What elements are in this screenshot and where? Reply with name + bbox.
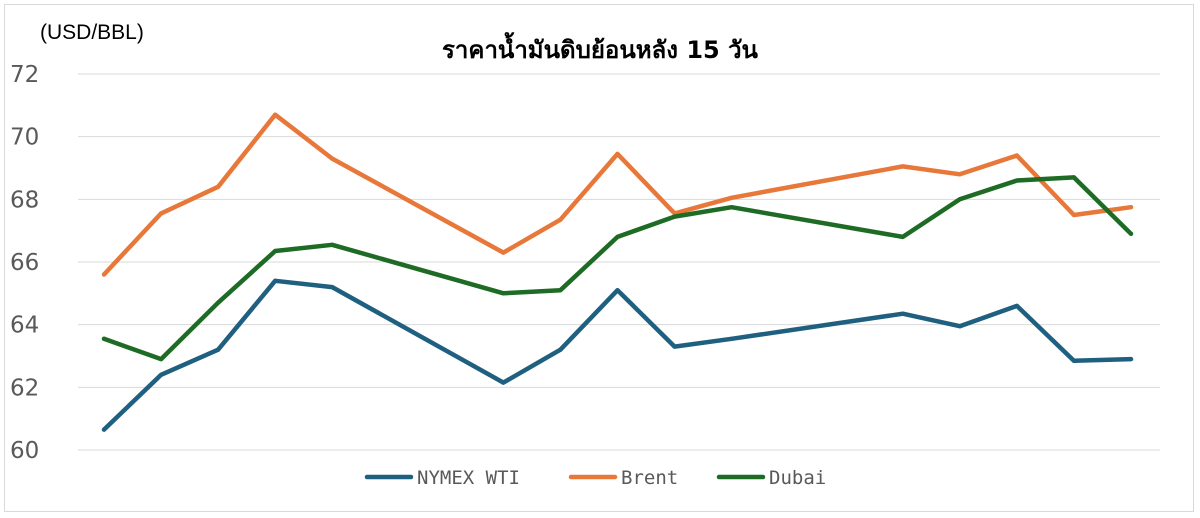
data-point [102,336,106,341]
y-tick-label: 62 [10,375,39,401]
data-point [102,427,106,432]
data-point [330,156,335,161]
legend-label: Brent [621,467,678,489]
data-point [558,217,563,222]
data-point [1071,213,1076,217]
y-tick-label: 60 [10,438,39,464]
data-point [216,300,221,305]
y-tick-label: 72 [10,62,39,88]
legend: NYMEX WTI Brent Dubai [364,467,826,489]
data-point [501,250,506,255]
data-point [1014,303,1019,308]
data-point [672,344,677,349]
data-point [216,184,221,189]
series-lines [101,112,1134,432]
data-point [1014,153,1019,158]
data-point [1129,231,1133,236]
data-point [900,234,905,239]
data-point [273,249,278,253]
data-point [615,288,620,293]
y-tick-label: 70 [10,125,39,151]
data-point [102,272,106,277]
y-axis-unit-label: (USD/BBL) [40,21,144,44]
data-point [729,336,734,341]
legend-label: NYMEX WTI [417,467,520,489]
data-point [159,372,164,377]
data-point [957,324,962,329]
data-point [1014,178,1019,183]
data-point [1071,358,1076,363]
data-point [900,311,905,316]
data-point [501,380,506,385]
data-point [900,164,905,169]
data-point [330,285,335,290]
data-point [159,357,164,362]
data-point [729,195,734,200]
y-tick-label: 68 [10,187,39,213]
data-point [729,205,734,210]
data-point [501,291,506,296]
data-point [1129,357,1133,362]
data-point [672,214,677,219]
data-point [558,347,563,352]
data-point [558,288,563,293]
data-point [273,112,278,117]
y-axis-ticks: 60 62 64 66 68 70 72 [10,62,39,464]
data-point [1129,205,1133,210]
series-line-dubai [101,175,1134,362]
data-point [330,242,335,247]
data-point [216,347,221,352]
chart-title: ราคาน้ำมันดิบย้อนหลัง 15 วัน [442,31,759,64]
y-tick-label: 64 [10,313,39,339]
data-point [957,197,962,202]
data-point [159,211,164,216]
gridlines [78,73,1160,451]
series-line-nymex-wti [101,278,1134,432]
data-point [1071,175,1076,180]
data-point [273,278,278,283]
y-tick-label: 66 [10,250,39,276]
data-point [615,234,620,239]
data-point [615,151,620,156]
data-point [957,172,962,177]
legend-label: Dubai [769,467,826,489]
chart-frame [4,4,1194,512]
